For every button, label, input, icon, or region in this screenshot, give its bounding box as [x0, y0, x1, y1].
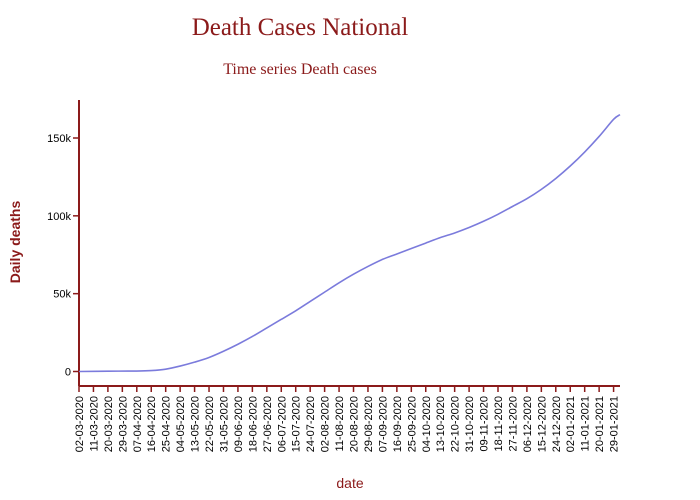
x-tick-label: 07-04-2020 [132, 396, 144, 452]
x-tick-label: 31-05-2020 [218, 396, 230, 452]
x-tick-label: 25-04-2020 [161, 396, 173, 452]
x-tick-label: 02-03-2020 [74, 396, 86, 452]
y-tick-label: 100k [47, 211, 71, 223]
plot-area: 0 50k 100k 150k 02-03-2020 11-03-2020 20-03-2… [47, 100, 621, 452]
x-tick-label: 02-01-2021 [565, 396, 577, 452]
x-tick-label: 06-12-2020 [522, 396, 534, 452]
x-tick-label: 20-08-2020 [349, 396, 361, 452]
x-tick-label: 15-12-2020 [536, 396, 548, 452]
x-tick-label: 09-11-2020 [479, 396, 491, 451]
series-line [78, 113, 621, 373]
x-tick-label: 20-03-2020 [103, 396, 115, 452]
x-tick-label: 29-03-2020 [117, 396, 129, 452]
chart-subtitle: Time series Death cases [223, 61, 377, 78]
x-tick-label: 20-01-2021 [594, 396, 606, 452]
x-tick-label: 18-11-2020 [493, 396, 505, 451]
y-ticks: 0 50k 100k 150k [47, 133, 79, 379]
x-tick-label: 29-08-2020 [363, 396, 375, 452]
series-layer [78, 113, 621, 373]
x-tick-label: 29-01-2021 [609, 396, 621, 452]
x-tick-label: 13-05-2020 [190, 396, 202, 452]
x-tick-label: 27-06-2020 [262, 396, 274, 452]
x-tick-label: 09-06-2020 [233, 396, 245, 452]
y-tick-label: 0 [65, 367, 71, 379]
x-ticks: 02-03-2020 11-03-2020 20-03-2020 29-03-2020… [74, 386, 621, 452]
x-tick-label: 07-09-2020 [377, 396, 389, 452]
y-axis-title: Daily deaths [7, 201, 23, 284]
x-tick-label: 27-11-2020 [507, 396, 519, 451]
x-tick-label: 24-12-2020 [551, 396, 563, 452]
x-tick-label: 16-09-2020 [392, 396, 404, 452]
x-axis-title: date [336, 475, 363, 491]
x-tick-label: 25-09-2020 [406, 396, 418, 452]
x-tick-label: 18-06-2020 [247, 396, 259, 452]
x-tick-label: 22-05-2020 [204, 396, 216, 452]
chart-title: Death Cases National [192, 14, 409, 41]
x-tick-label: 06-07-2020 [276, 396, 288, 452]
x-tick-label: 31-10-2020 [464, 396, 476, 452]
y-tick-label: 150k [47, 133, 71, 145]
x-tick-label: 22-10-2020 [450, 396, 462, 452]
x-tick-label: 02-08-2020 [320, 396, 332, 452]
x-tick-label: 15-07-2020 [291, 396, 303, 452]
x-tick-label: 24-07-2020 [305, 396, 317, 452]
x-tick-label: 11-01-2021 [580, 396, 592, 451]
x-tick-label: 16-04-2020 [146, 396, 158, 452]
y-tick-label: 50k [53, 289, 71, 301]
x-tick-label: 11-03-2020 [88, 396, 100, 451]
x-tick-label: 04-10-2020 [421, 396, 433, 452]
x-tick-label: 13-10-2020 [435, 396, 447, 452]
x-tick-label: 04-05-2020 [175, 396, 187, 452]
x-tick-label: 11-08-2020 [334, 396, 346, 451]
